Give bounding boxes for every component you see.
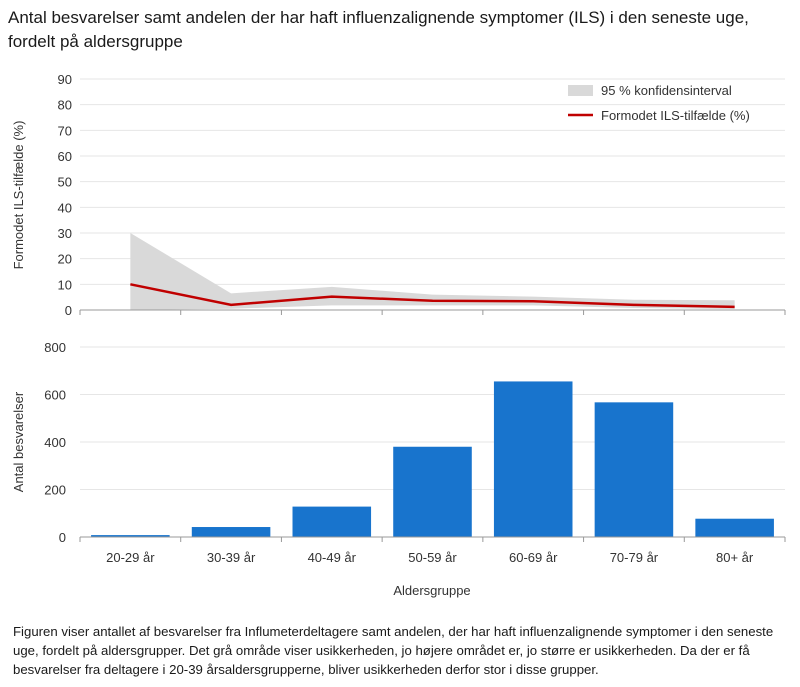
top-y-tick-label: 60	[58, 149, 72, 164]
legend-band-label: 95 % konfidensinterval	[601, 83, 732, 98]
figure-caption: Figuren viser antallet af besvarelser fr…	[13, 624, 774, 677]
top-y-tick-label: 0	[65, 303, 72, 318]
top-y-tick-label: 80	[58, 98, 72, 113]
legend-line-label: Formodet ILS-tilfælde (%)	[601, 108, 750, 123]
top-y-tick-label: 40	[58, 200, 72, 215]
bar-4	[393, 446, 472, 537]
x-tick-label: 30-39 år	[207, 550, 256, 565]
bar-3	[292, 506, 372, 537]
legend-band-swatch	[568, 85, 593, 96]
top-y-axis-label: Formodet ILS-tilfælde (%)	[11, 121, 26, 270]
chart-title: Antal besvarelser samt andelen der har h…	[8, 8, 749, 51]
top-y-tick-label: 10	[58, 277, 72, 292]
bar-6	[594, 402, 674, 537]
legend: 95 % konfidensinterval Formodet ILS-tilf…	[568, 83, 750, 123]
x-tick-label: 40-49 år	[308, 550, 357, 565]
bottom-y-tick-label: 400	[44, 435, 66, 450]
responses-bar-chart: 0 200 400 600 800 20-29 år 30-39 år 40-49 år 50…	[11, 340, 786, 598]
x-axis-label: Aldersgruppe	[393, 583, 470, 598]
top-y-tick-label: 50	[58, 175, 72, 190]
top-y-tick-label: 90	[58, 72, 72, 87]
x-tick-label: 70-79 år	[610, 550, 659, 565]
x-tick-label: 50-59 år	[408, 550, 457, 565]
bar-7	[695, 518, 774, 537]
top-y-tick-label: 30	[58, 226, 72, 241]
x-tick-label: 60-69 år	[509, 550, 558, 565]
chart-area: 0 10 20 30 40 50 60 70 80 90 Formodet ILS-tilfæld…	[11, 72, 786, 598]
top-y-tick-label: 70	[58, 123, 72, 138]
ils-series-line	[130, 283, 735, 309]
confidence-band	[130, 233, 735, 310]
bottom-y-tick-label: 200	[44, 483, 66, 498]
bottom-y-tick-label: 800	[44, 340, 66, 355]
x-tick-label: 20-29 år	[106, 550, 155, 565]
bottom-y-tick-label: 0	[59, 530, 66, 545]
bottom-y-axis-label: Antal besvarelser	[11, 391, 26, 492]
bar-1	[91, 535, 170, 537]
ils-line-chart: 0 10 20 30 40 50 60 70 80 90 Formodet ILS-tilfæld…	[11, 72, 786, 318]
bar-5	[493, 381, 573, 537]
bottom-y-tick-label: 600	[44, 388, 66, 403]
bar-2	[191, 527, 271, 537]
top-y-tick-label: 20	[58, 252, 72, 267]
x-tick-label: 80+ år	[716, 550, 754, 565]
